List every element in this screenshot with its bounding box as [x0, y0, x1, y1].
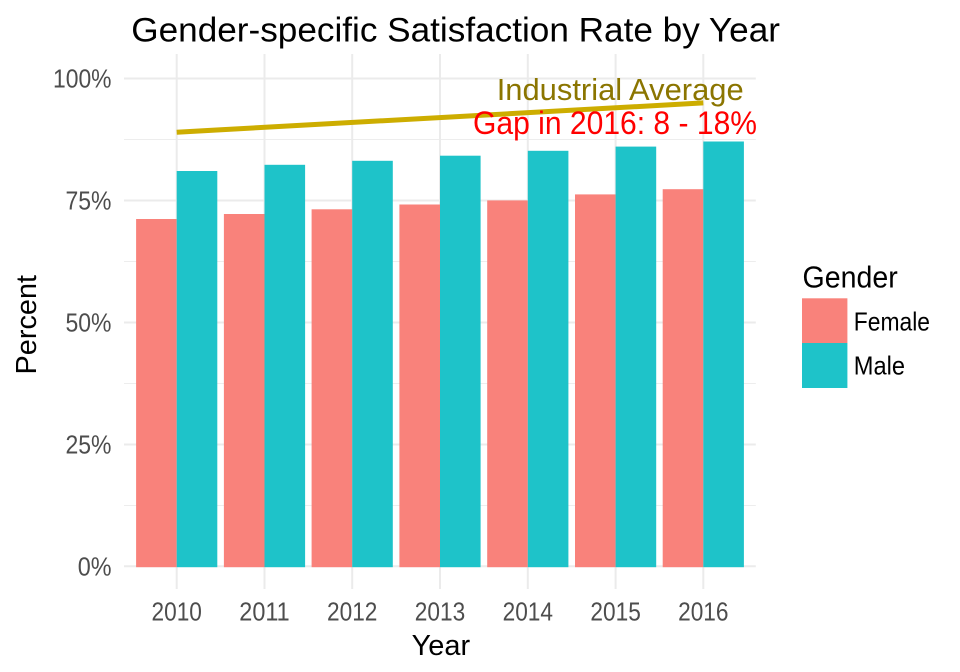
- svg-text:2012: 2012: [327, 597, 377, 627]
- svg-text:Female: Female: [854, 307, 930, 337]
- svg-text:Gender: Gender: [803, 260, 898, 295]
- svg-text:2016: 2016: [678, 597, 728, 627]
- svg-text:0%: 0%: [78, 551, 112, 581]
- svg-text:Gap in 2016: 8 - 18%: Gap in 2016: 8 - 18%: [473, 105, 757, 141]
- svg-text:Percent: Percent: [11, 275, 43, 375]
- svg-text:2013: 2013: [415, 597, 465, 627]
- svg-text:100%: 100%: [53, 64, 112, 94]
- svg-text:2014: 2014: [503, 597, 553, 627]
- svg-text:2011: 2011: [239, 597, 289, 627]
- svg-text:50%: 50%: [66, 308, 112, 338]
- svg-text:2010: 2010: [152, 597, 202, 627]
- svg-text:2015: 2015: [590, 597, 640, 627]
- svg-text:Gender-specific Satisfaction R: Gender-specific Satisfaction Rate by Yea…: [131, 12, 780, 50]
- svg-text:Male: Male: [854, 350, 905, 380]
- svg-text:Year: Year: [412, 630, 471, 662]
- svg-text:75%: 75%: [66, 186, 112, 216]
- svg-text:Industrial Average: Industrial Average: [497, 72, 744, 107]
- svg-text:25%: 25%: [66, 430, 112, 460]
